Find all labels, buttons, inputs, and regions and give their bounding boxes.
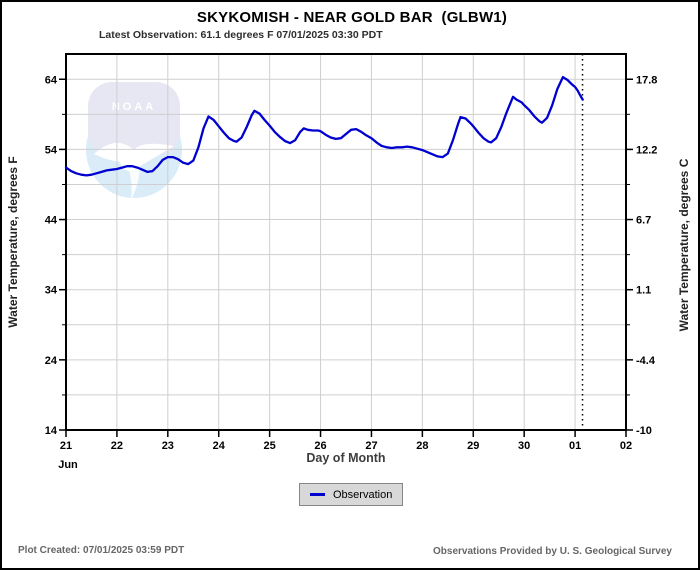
y-tick-label-c: 12.2: [636, 144, 657, 156]
data-provider-text: Observations Provided by U. S. Geologica…: [433, 546, 672, 557]
observation-line-swatch-icon: [310, 493, 325, 496]
noaa-watermark-text: NOAA: [112, 101, 156, 113]
y-tick-label-c: 6.7: [636, 215, 651, 227]
x-tick-label: 21: [60, 440, 72, 452]
y-tick-label-f: 64: [45, 74, 58, 86]
x-tick-label: 24: [213, 440, 226, 452]
observation-data-line: [64, 75, 584, 177]
y-tick-label-c: -10: [636, 425, 652, 437]
x-tick-label: 27: [365, 440, 377, 452]
x-tick-label: 30: [518, 440, 530, 452]
y-axis-ticks: 14 -10 24 -4.4 34 1.1 44 6.7 54 12.2 64 17.8: [45, 74, 658, 437]
y-tick-label-f: 24: [45, 355, 58, 367]
y-tick-label-f: 44: [45, 215, 58, 227]
x-tick-label: 01: [569, 440, 581, 452]
noaa-logo-watermark: NOAA: [86, 82, 182, 202]
x-tick-label: 29: [467, 440, 479, 452]
chart-legend: Observation: [299, 483, 404, 506]
x-tick-label: 22: [111, 440, 123, 452]
x-tick-label: 26: [314, 440, 326, 452]
y-tick-label-c: -4.4: [636, 355, 656, 367]
legend-label: Observation: [333, 488, 393, 501]
latest-observation-text: Latest Observation: 61.1 degrees F 07/01…: [99, 29, 383, 41]
x-tick-label: 28: [416, 440, 428, 452]
y-tick-label-c: 1.1: [636, 285, 651, 297]
x-tick-label: 25: [264, 440, 276, 452]
plot-border: [65, 53, 627, 431]
gridlines: [66, 54, 626, 430]
y-tick-label-f: 14: [45, 425, 58, 437]
plot-created-text: Plot Created: 07/01/2025 03:59 PDT: [18, 545, 185, 556]
x-axis-ticks: 21 22 23 24 25 26 27 28 29 30 01 02 Jun: [58, 430, 632, 471]
x-tick-label: 23: [162, 440, 174, 452]
x-axis-label: Day of Month: [306, 451, 386, 465]
y-tick-label-f: 54: [45, 144, 58, 156]
x-tick-label: 02: [620, 440, 632, 452]
month-label: Jun: [58, 459, 78, 471]
y-tick-label-c: 17.8: [636, 74, 657, 86]
y-tick-label-f: 34: [45, 285, 58, 297]
page-title: SKYKOMISH - NEAR GOLD BAR (GLBW1): [196, 9, 508, 26]
